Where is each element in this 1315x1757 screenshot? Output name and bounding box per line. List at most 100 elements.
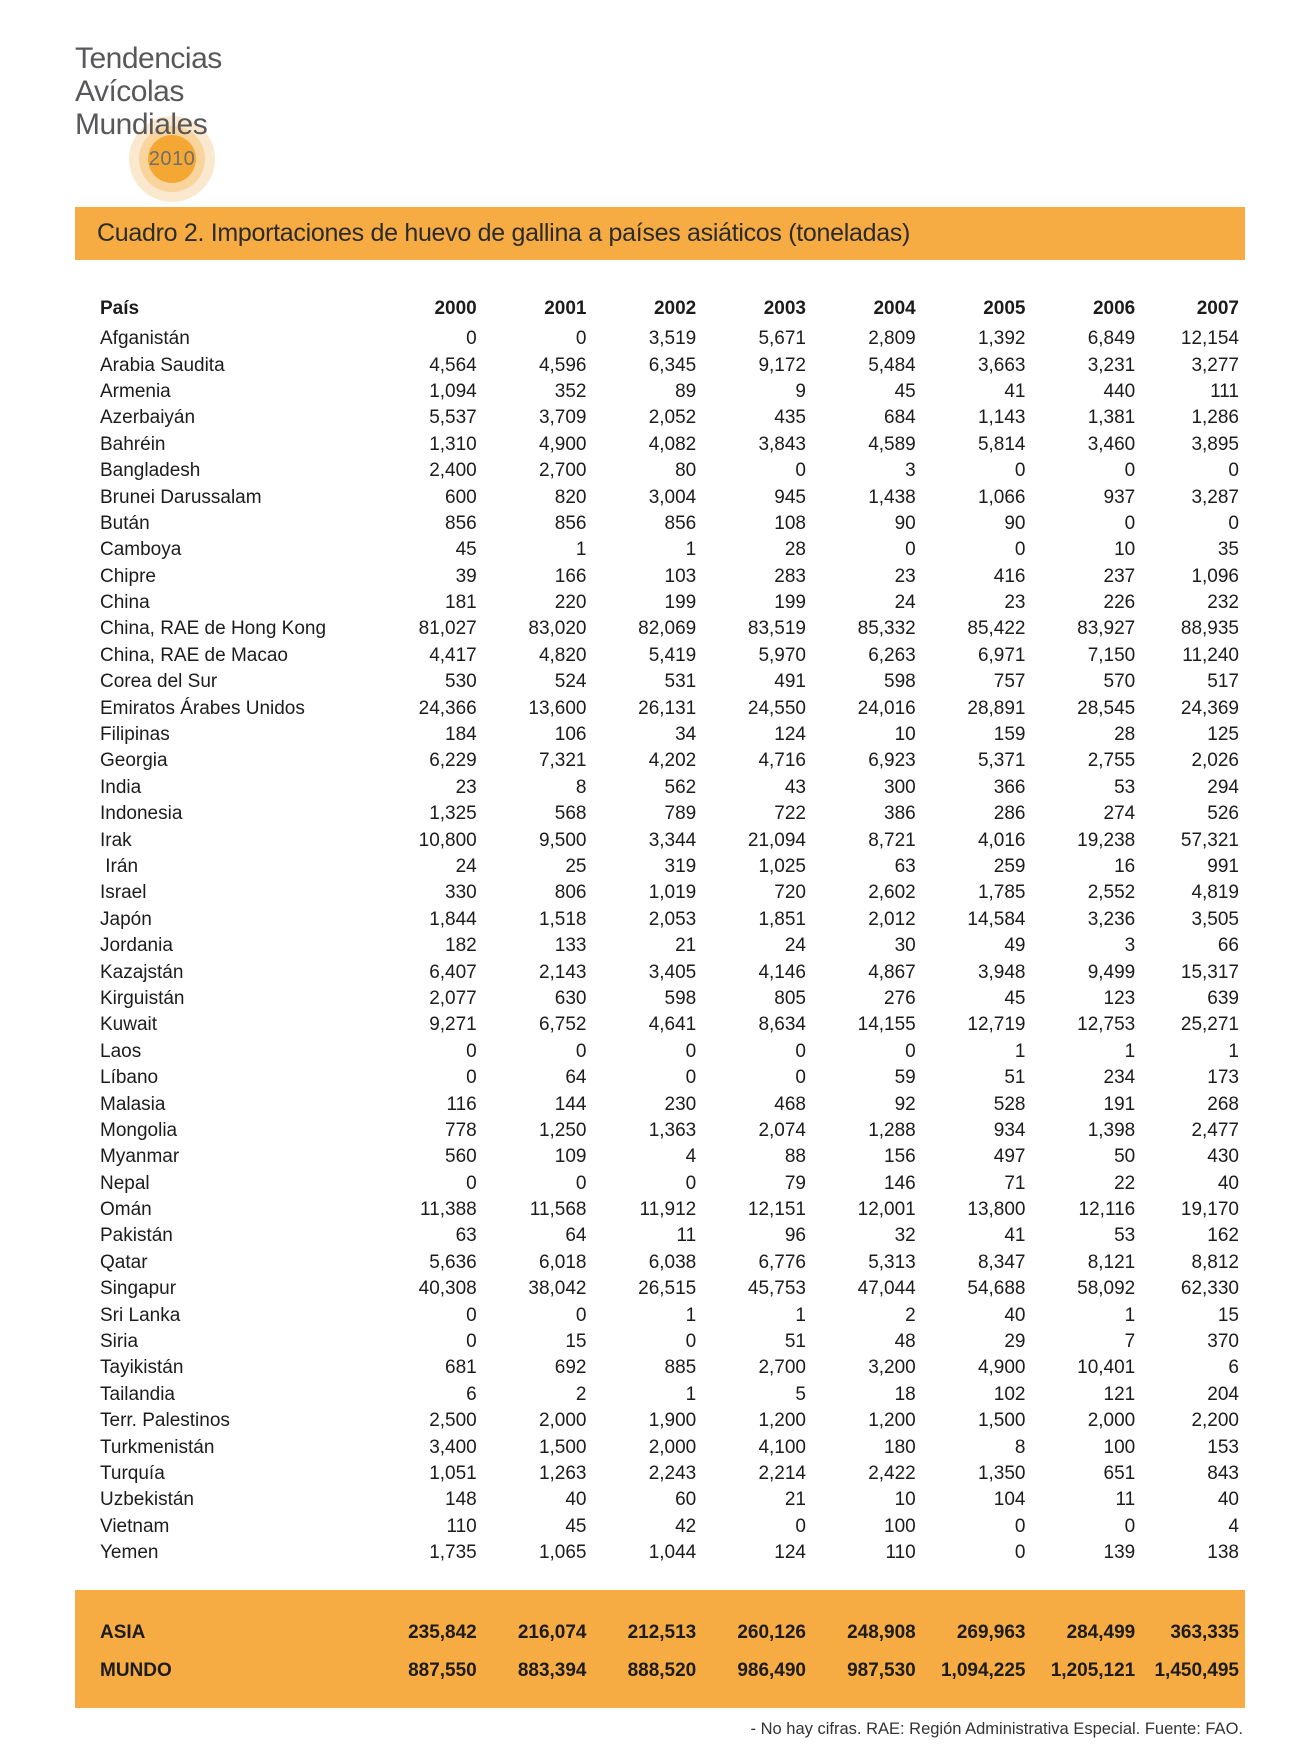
value-cell: 0 <box>575 1040 587 1062</box>
value-cell: 184 <box>445 724 477 746</box>
value-cell: 83,927 <box>1077 618 1136 640</box>
table-row: Turkmenistán 3,400 1,500 2,000 4,100 180 8 100 1… <box>75 1434 1245 1460</box>
value-cell: 2,602 <box>868 882 916 904</box>
year-column-header: 2006 <box>1092 298 1136 319</box>
country-cell: Emiratos Árabes Unidos <box>100 697 305 719</box>
value-cell: 274 <box>1103 803 1136 825</box>
value-cell: 692 <box>554 1357 587 1379</box>
value-cell: 23 <box>1004 592 1026 614</box>
value-cell: 0 <box>1014 1515 1026 1537</box>
value-cell: 3 <box>1124 935 1136 957</box>
value-cell: 0 <box>795 1067 806 1089</box>
year-column-header: 2002 <box>653 298 697 319</box>
country-cell: Irak <box>100 829 132 851</box>
value-cell: 598 <box>884 671 916 693</box>
value-cell: 41 <box>1004 380 1026 402</box>
value-cell: 199 <box>664 592 697 614</box>
country-cell: Terr. Palestinos <box>100 1410 230 1432</box>
value-cell: 85,332 <box>857 618 916 640</box>
country-cell: Singapur <box>100 1278 177 1300</box>
table-row: Afganistán 0 0 3,519 5,671 2,809 1,392 6,849 12,… <box>75 326 1245 352</box>
value-cell: 29 <box>1004 1331 1026 1353</box>
value-cell: 6 <box>1228 1357 1239 1379</box>
year-column-header: 2004 <box>873 298 916 319</box>
value-cell: 1,025 <box>758 856 806 877</box>
value-cell: 283 <box>774 565 806 587</box>
value-cell: 562 <box>664 776 697 798</box>
value-cell: 6,345 <box>648 354 697 376</box>
value-cell: 96 <box>784 1225 806 1247</box>
value-cell: 2,012 <box>868 908 916 930</box>
value-cell: 21 <box>784 1489 806 1511</box>
value-cell: 5,636 <box>429 1251 477 1273</box>
value-cell: 2,809 <box>868 328 916 350</box>
value-cell: 259 <box>993 856 1026 877</box>
value-cell: 1,286 <box>1191 407 1239 429</box>
value-cell: 0 <box>795 1515 806 1537</box>
table-row: Filipinas 184 106 34 124 10 159 28 125 <box>75 722 1245 748</box>
value-cell: 4,641 <box>648 1014 697 1036</box>
value-cell: 568 <box>554 803 587 825</box>
value-cell: 1,096 <box>1191 565 1239 587</box>
table-row: Georgia 6,229 7,321 4,202 4,716 6,923 5,371 2,7… <box>75 748 1245 774</box>
country-cell: Bangladesh <box>100 460 201 482</box>
value-cell: 81,027 <box>418 618 477 640</box>
value-cell: 5,371 <box>977 750 1026 772</box>
year-column-header: 2001 <box>544 298 587 319</box>
table-body: Afganistán 0 0 3,519 5,671 2,809 1,392 6,849 12,… <box>75 326 1245 1566</box>
value-cell: 0 <box>466 1172 477 1194</box>
value-cell: 8,812 <box>1191 1251 1239 1273</box>
value-cell: 10 <box>894 724 916 746</box>
value-cell: 1,381 <box>1087 407 1136 429</box>
country-cell: Georgia <box>100 750 168 772</box>
totals-body: ASIA 235,842 216,074 212,513 260,126 248,908 2… <box>75 1614 1245 1690</box>
table-row: Japón 1,844 1,518 2,053 1,851 2,012 14,584 3,23… <box>75 907 1245 933</box>
value-cell: 4,202 <box>648 750 697 772</box>
table-row: Terr. Palestinos 2,500 2,000 1,900 1,200 1,20… <box>75 1408 1245 1434</box>
value-cell: 3,505 <box>1191 908 1239 930</box>
value-cell: 991 <box>1207 856 1239 877</box>
value-cell: 2,000 <box>648 1436 697 1458</box>
value-cell: 60 <box>675 1489 697 1511</box>
country-cell: Siria <box>100 1331 139 1353</box>
value-cell: 9,499 <box>1087 961 1136 983</box>
value-cell: 0 <box>1228 460 1239 482</box>
value-cell: 4,820 <box>538 644 587 666</box>
value-cell: 12,151 <box>747 1199 806 1221</box>
value-cell: 226 <box>1103 592 1136 614</box>
table-row: India 23 8 562 43 300 366 53 294 <box>75 775 1245 801</box>
totals-value-cell: 216,074 <box>517 1622 587 1644</box>
value-cell: 10 <box>1114 539 1136 561</box>
value-cell: 30 <box>894 935 916 957</box>
value-cell: 4,100 <box>758 1436 806 1458</box>
value-cell: 1 <box>575 539 587 561</box>
country-cell: Pakistán <box>100 1225 173 1247</box>
value-cell: 0 <box>466 1040 477 1062</box>
table-row: Nepal 0 0 0 79 146 71 22 40 <box>75 1171 1245 1197</box>
value-cell: 5 <box>795 1383 806 1405</box>
value-cell: 1,900 <box>648 1410 697 1432</box>
value-cell: 4,716 <box>758 750 806 772</box>
value-cell: 25,271 <box>1180 1014 1239 1036</box>
value-cell: 2,214 <box>758 1462 806 1484</box>
value-cell: 0 <box>1228 512 1239 534</box>
country-cell: Israel <box>100 882 147 904</box>
value-cell: 40 <box>565 1489 587 1511</box>
value-cell: 21 <box>675 935 697 957</box>
value-cell: 3,663 <box>977 354 1026 376</box>
value-cell: 1,066 <box>977 486 1026 508</box>
value-cell: 430 <box>1207 1146 1239 1168</box>
value-cell: 0 <box>1124 512 1136 534</box>
value-cell: 24,369 <box>1180 697 1239 719</box>
value-cell: 2,477 <box>1191 1119 1239 1141</box>
value-cell: 1 <box>1124 1304 1136 1326</box>
value-cell: 0 <box>685 1172 697 1194</box>
value-cell: 3,709 <box>538 407 587 429</box>
table-row: China, RAE de Macao 4,417 4,820 5,419 5,970 6… <box>75 643 1245 669</box>
value-cell: 88,935 <box>1180 618 1239 640</box>
logo-year-text: 2010 <box>148 147 196 170</box>
value-cell: 13,800 <box>967 1199 1026 1221</box>
value-cell: 757 <box>993 671 1026 693</box>
value-cell: 8 <box>575 776 587 798</box>
